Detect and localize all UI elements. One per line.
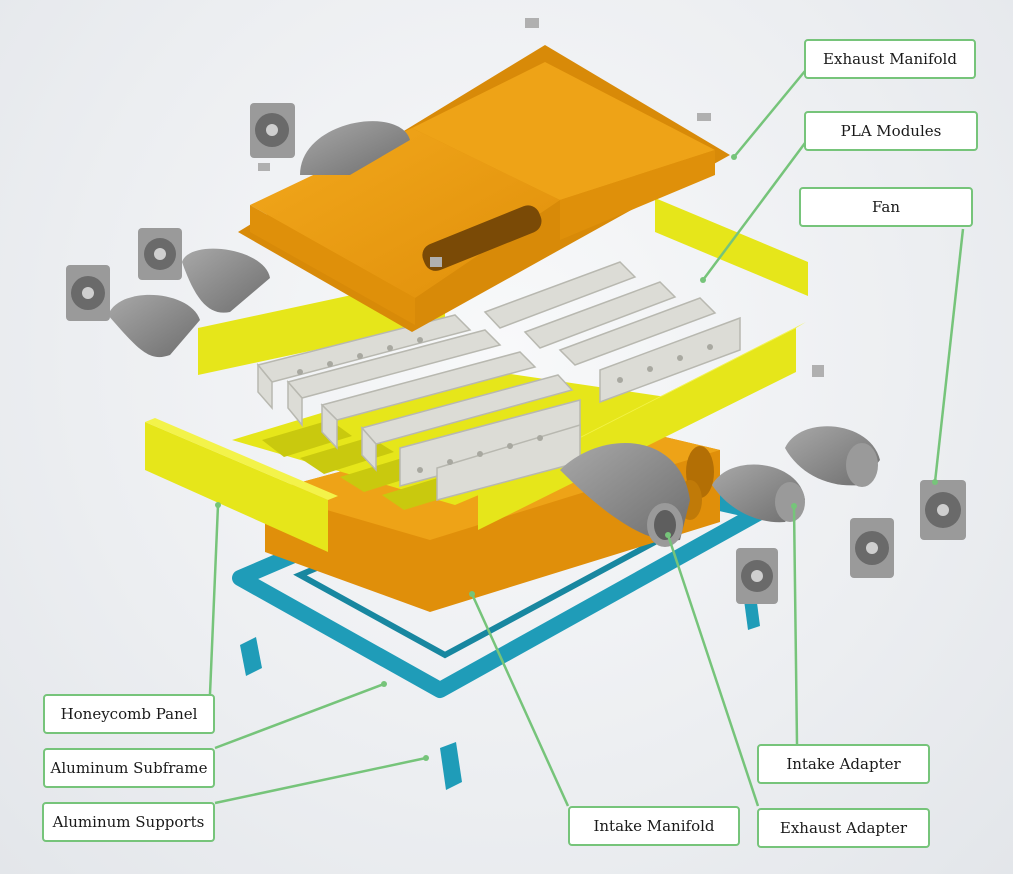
intake-adapters: [712, 426, 880, 523]
callout-intake-manifold: Intake Manifold: [568, 806, 740, 846]
callout-aluminum-subframe: Aluminum Subframe: [43, 748, 215, 788]
callout-label: Aluminum Subframe: [50, 759, 208, 777]
callout-label: PLA Modules: [840, 122, 942, 140]
callout-label: Exhaust Manifold: [823, 50, 957, 68]
callout-intake-adapter: Intake Adapter: [757, 744, 930, 784]
fans: [66, 103, 966, 604]
callout-label: Intake Adapter: [786, 755, 901, 773]
callout-pla-modules: PLA Modules: [804, 111, 978, 151]
callout-label: Exhaust Adapter: [779, 819, 908, 837]
callout-label: Fan: [872, 198, 900, 216]
callout-fan: Fan: [799, 187, 973, 227]
exhaust-adapters: [108, 121, 690, 547]
callout-exhaust-manifold: Exhaust Manifold: [804, 39, 976, 79]
callout-leaders: [208, 70, 965, 807]
callout-honeycomb-panel: Honeycomb Panel: [43, 694, 215, 734]
callout-label: Aluminum Supports: [52, 813, 205, 831]
pla-modules: [256, 261, 741, 501]
callout-label: Honeycomb Panel: [60, 705, 198, 723]
callout-exhaust-adapter: Exhaust Adapter: [757, 808, 930, 848]
callout-aluminum-supports: Aluminum Supports: [42, 802, 215, 842]
fasteners: [258, 18, 824, 377]
callout-arrowheads: [215, 154, 938, 761]
exhaust-manifold: [238, 45, 730, 332]
callout-label: Intake Manifold: [593, 817, 715, 835]
